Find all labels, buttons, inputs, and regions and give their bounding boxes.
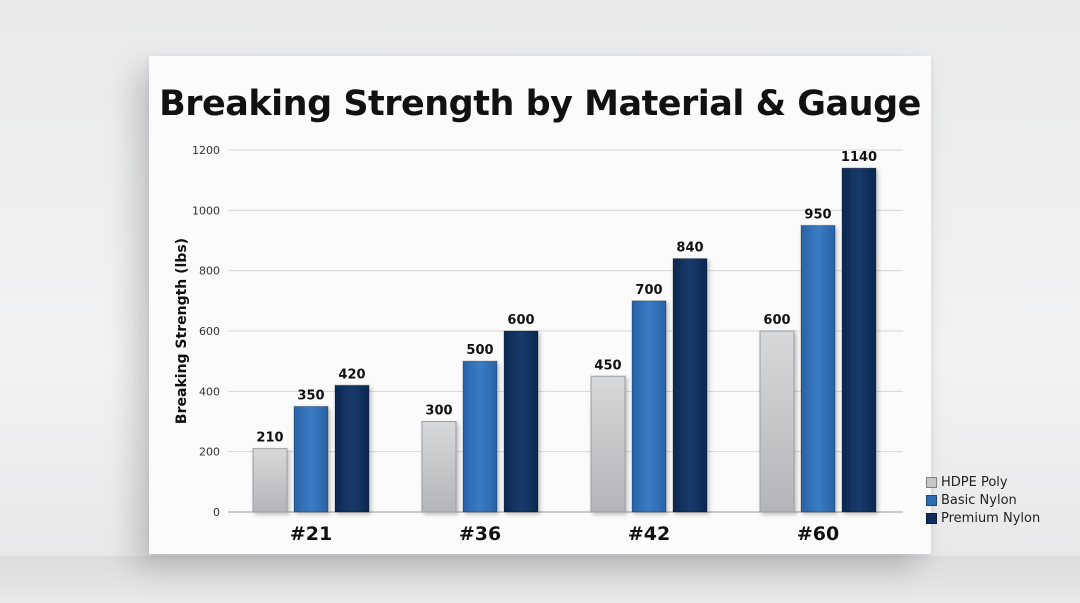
data-labels: 210 350 420 300 500 600 450 700 840 600 950 1140: [256, 150, 877, 446]
bar-hdpe-poly-3: [759, 330, 795, 513]
y-tick-label: 1000: [192, 204, 220, 217]
data-label: 600: [763, 313, 790, 328]
bar-premium-nylon-2: [672, 258, 708, 513]
bars: [252, 167, 877, 513]
y-tick-label: 200: [199, 446, 220, 459]
category-label: #60: [797, 523, 839, 545]
data-label: 1140: [841, 150, 877, 165]
legend-label: HDPE Poly: [941, 474, 1008, 490]
y-tick-label: 0: [213, 506, 220, 519]
legend-swatch: [926, 512, 937, 524]
bar-premium-nylon-0: [334, 384, 370, 513]
data-label: 300: [425, 404, 452, 419]
y-axis: 0 200 400 600 800 1000 1200: [192, 144, 220, 519]
legend-item: Premium Nylon: [926, 509, 1040, 527]
data-label: 420: [338, 367, 365, 382]
y-tick-label: 400: [199, 385, 220, 398]
bar-basic-nylon-2: [631, 300, 667, 513]
data-label: 500: [466, 343, 493, 358]
y-axis-label: Breaking Strength (lbs): [174, 238, 190, 424]
chart-title: Breaking Strength by Material & Gauge: [159, 84, 921, 124]
legend-label: Basic Nylon: [941, 492, 1017, 508]
bar-basic-nylon-1: [462, 360, 498, 513]
data-label: 350: [297, 388, 324, 403]
bar-basic-nylon-3: [800, 224, 836, 513]
legend-label: Premium Nylon: [941, 510, 1041, 526]
category-label: #36: [459, 523, 501, 545]
floor-background: [0, 556, 1080, 603]
data-label: 840: [676, 241, 703, 256]
data-label: 600: [507, 313, 534, 328]
bar-hdpe-poly-0: [252, 448, 288, 513]
y-tick-label: 600: [199, 325, 220, 338]
y-tick-label: 800: [199, 265, 220, 278]
legend-item: Basic Nylon: [926, 491, 1040, 509]
y-tick-label: 1200: [192, 144, 220, 157]
legend-swatch: [926, 476, 937, 488]
data-label: 210: [256, 431, 283, 446]
legend-swatch: [926, 494, 937, 506]
legend: HDPE Poly Basic Nylon Premium Nylon: [926, 473, 1040, 527]
bar-hdpe-poly-2: [590, 375, 626, 513]
legend-item: HDPE Poly: [926, 473, 1040, 491]
category-label: #42: [628, 523, 670, 545]
bar-basic-nylon-0: [293, 405, 329, 513]
bar-hdpe-poly-1: [421, 421, 457, 513]
data-label: 700: [635, 283, 662, 298]
data-label: 450: [594, 358, 621, 373]
category-label: #21: [290, 523, 332, 545]
x-axis: #21 #36 #42 #60: [290, 523, 839, 545]
data-label: 950: [804, 207, 831, 222]
bar-premium-nylon-3: [841, 167, 877, 513]
bar-premium-nylon-1: [503, 330, 539, 513]
